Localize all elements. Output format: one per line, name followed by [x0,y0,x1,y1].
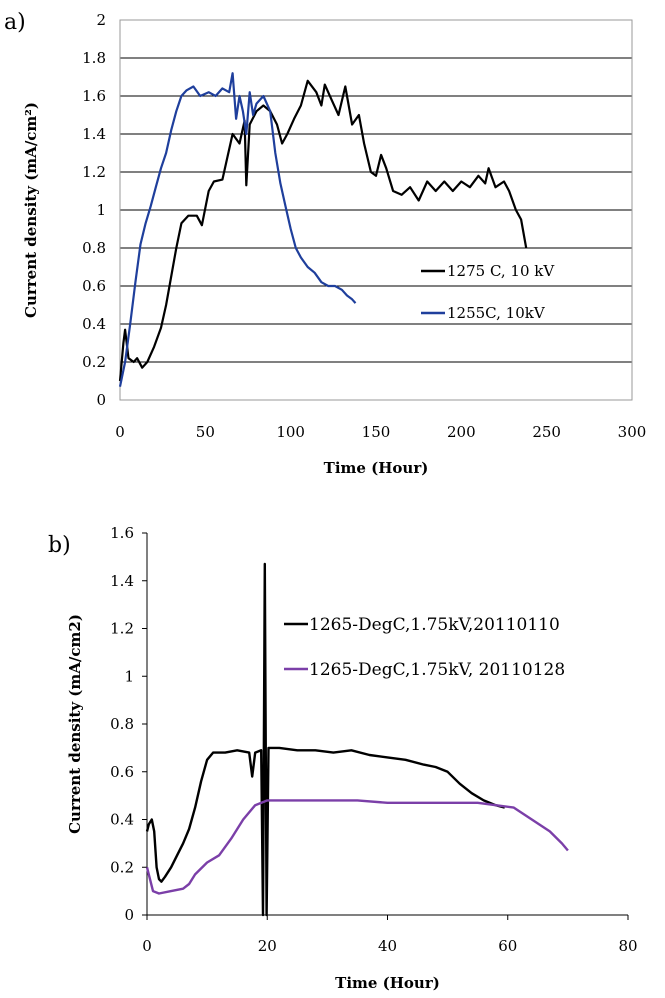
x-tick-label-b: 20 [258,937,277,955]
x-tick-label-a: 50 [196,423,215,441]
x-tick-label-a: 300 [618,423,647,441]
y-tick-label-b: 0.8 [110,715,134,733]
x-tick-labels-a: 0 50 100 150 200 250 300 [115,423,646,441]
y-tick-label-b: 0.4 [110,811,134,829]
gridlines-a [120,20,632,400]
y-tick-label-b: 1.6 [110,524,134,542]
x-tick-label-b: 60 [498,937,517,955]
y-tick-label-a: 2 [96,11,106,29]
x-axis-title-a: Time (Hour) [324,459,429,477]
y-tick-label-a: 0.4 [82,315,106,333]
legend-label-a-1: 1275 C, 10 kV [447,262,555,280]
y-tick-label-b: 0.6 [110,763,134,781]
y-tick-label-b: 1.4 [110,572,134,590]
y-tick-label-a: 1.8 [82,49,106,67]
legend-a: 1275 C, 10 kV 1255C, 10kV [421,262,555,322]
x-axis-title-b: Time (Hour) [335,974,440,992]
x-tick-labels-b: 0 20 40 60 80 [142,937,637,955]
legend-b: 1265-DegC,1.75kV,20110110 1265-DegC,1.75k… [284,615,565,680]
series-line-b-2 [147,800,568,893]
y-tick-label-a: 0.2 [82,353,106,371]
x-tick-label-a: 150 [362,423,391,441]
panel-label-a: a) [4,10,26,35]
x-tick-label-a: 200 [447,423,476,441]
y-tick-label-a: 1.2 [82,163,106,181]
legend-label-b-2: 1265-DegC,1.75kV, 20110128 [309,660,565,680]
chart-a: a) 0 0.2 0.4 0.6 0.8 1 1.2 1.4 1.6 1.8 2 0 50 100 150… [4,10,646,477]
y-tick-label-a: 0 [96,391,106,409]
y-tick-label-a: 1.6 [82,87,106,105]
axes-b [142,533,628,920]
series-line-a-2 [120,73,356,387]
legend-label-a-2: 1255C, 10kV [447,304,546,322]
y-tick-label-b: 1.2 [110,620,134,638]
x-tick-label-a: 0 [115,423,125,441]
y-tick-labels-a: 0 0.2 0.4 0.6 0.8 1 1.2 1.4 1.6 1.8 2 [82,11,106,409]
legend-label-b-1: 1265-DegC,1.75kV,20110110 [309,615,560,635]
series-group-a [120,73,526,387]
series-line-a-1 [120,81,526,381]
x-tick-label-b: 80 [618,937,637,955]
x-tick-label-a: 100 [276,423,305,441]
x-tick-label-b: 0 [142,937,152,955]
x-tick-label-b: 40 [378,937,397,955]
y-tick-label-b: 0 [124,906,134,924]
chart-b: b) 0 0.2 0.4 0.6 0.8 1 1.2 1.4 1.6 0 20 40 60 80 Tim… [48,524,638,992]
y-tick-label-a: 0.8 [82,239,106,257]
y-tick-label-a: 0.6 [82,277,106,295]
y-axis-title-b: Current density (mA/cm2) [66,614,84,834]
y-axis-title-a: Current density (mA/cm²) [22,102,40,318]
y-tick-labels-b: 0 0.2 0.4 0.6 0.8 1 1.2 1.4 1.6 [110,524,134,924]
y-tick-label-a: 1.4 [82,125,106,143]
y-tick-label-b: 0.2 [110,858,134,876]
panel-label-b: b) [48,533,71,558]
y-tick-label-b: 1 [124,667,134,685]
y-tick-label-a: 1 [96,201,106,219]
x-tick-label-a: 250 [532,423,561,441]
